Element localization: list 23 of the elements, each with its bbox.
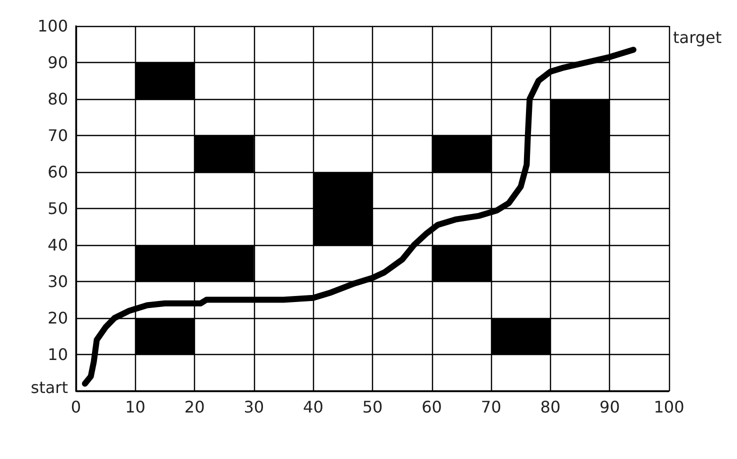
y-tick-label: 70 bbox=[48, 126, 68, 145]
y-tick-label: 50 bbox=[48, 199, 68, 218]
y-tick-label: 90 bbox=[48, 53, 68, 72]
y-tick-label: 40 bbox=[48, 236, 68, 254]
x-tick-label: 30 bbox=[244, 398, 264, 416]
x-tick-label: 100 bbox=[654, 398, 684, 416]
x-tick-label: 50 bbox=[362, 398, 383, 416]
text: target bbox=[673, 28, 722, 48]
y-tick-label: 60 bbox=[48, 162, 68, 182]
x-tick-label: 0 bbox=[70, 398, 82, 416]
text: start bbox=[30, 378, 68, 398]
x-tick-label: 90 bbox=[600, 398, 620, 416]
y-tick-label: 20 bbox=[48, 308, 68, 328]
y-tick-label: 100 bbox=[37, 16, 68, 36]
x-tick-label: 10 bbox=[125, 398, 146, 416]
x-tick-label: 60 bbox=[422, 398, 442, 416]
y-tick-label: 80 bbox=[48, 90, 68, 108]
y-tick-label: 30 bbox=[48, 272, 68, 291]
x-tick-label: 80 bbox=[540, 398, 561, 416]
y-tick-label: 10 bbox=[48, 345, 68, 364]
x-tick-label: 40 bbox=[303, 398, 324, 416]
x-tick-label: 70 bbox=[480, 398, 502, 416]
x-tick-label: 20 bbox=[184, 398, 205, 416]
